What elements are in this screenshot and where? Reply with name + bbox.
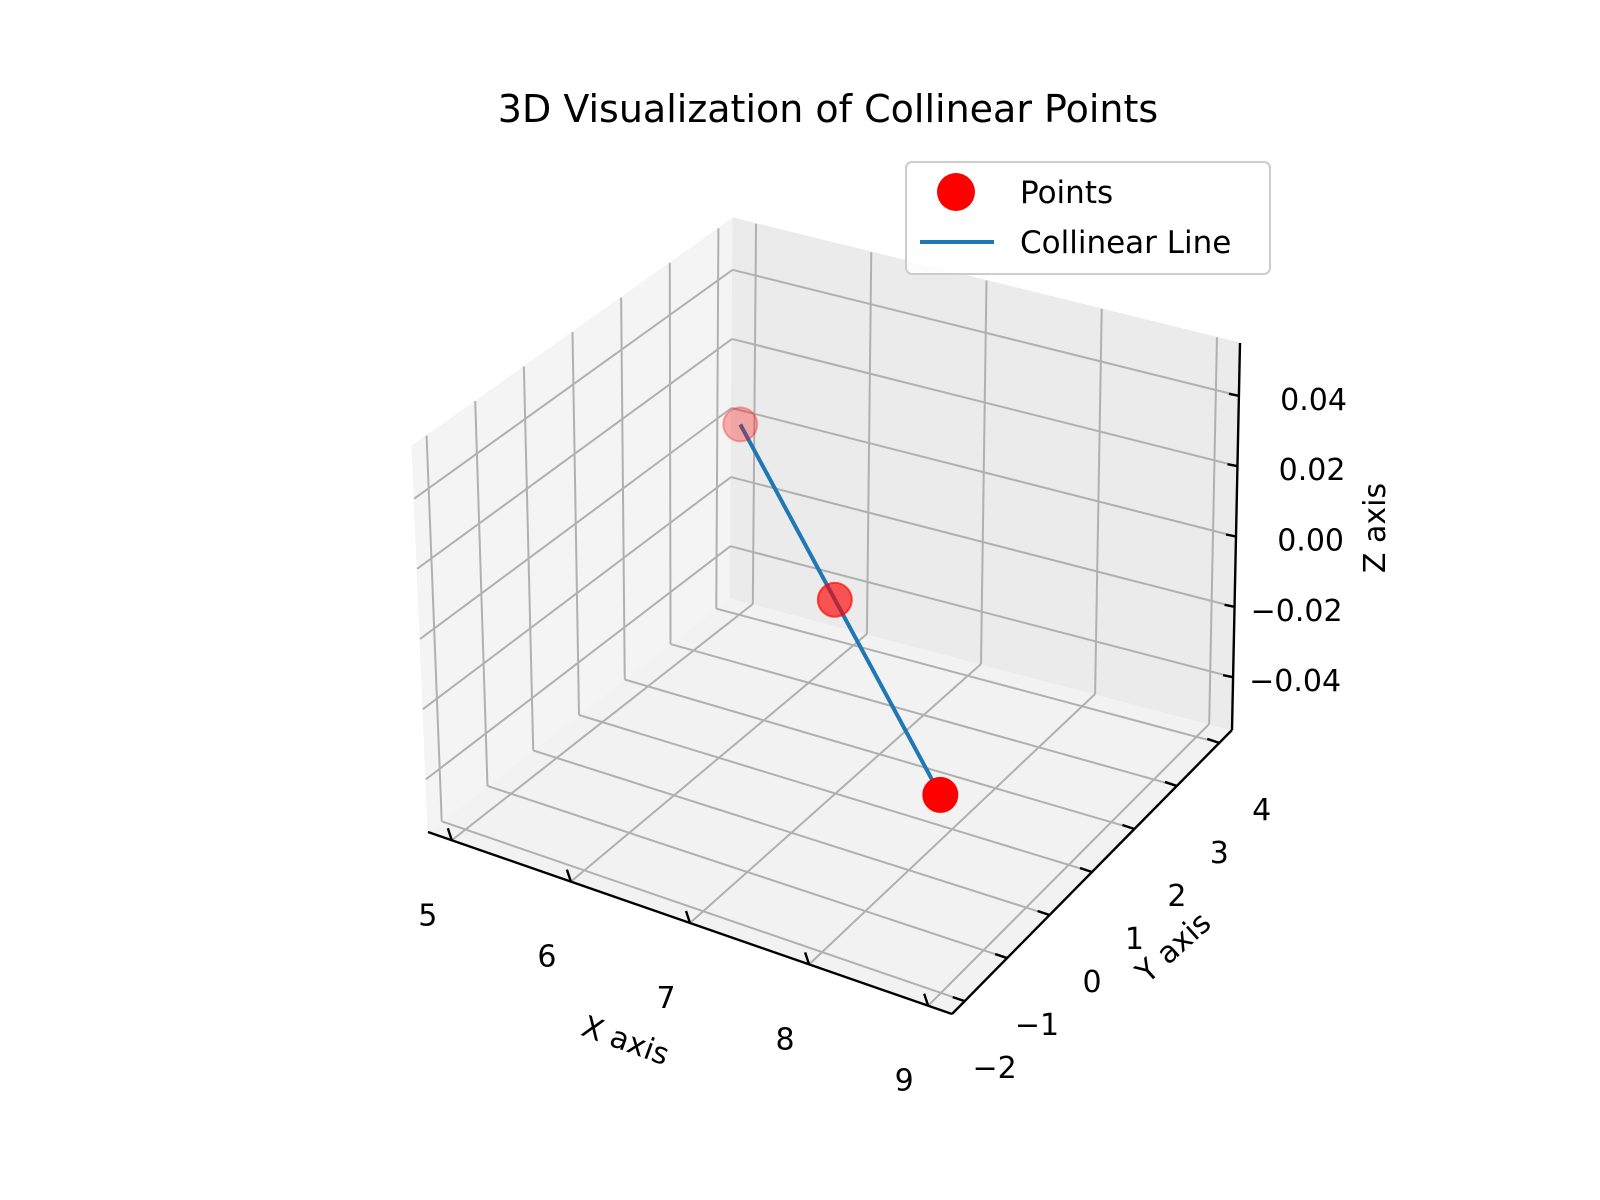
y-tick	[1206, 737, 1220, 745]
y-tick-label: 1	[1125, 922, 1144, 957]
x-tick	[684, 910, 692, 924]
y-tick	[994, 952, 1008, 960]
y-tick	[1079, 866, 1093, 874]
data-point	[722, 406, 759, 443]
grid-line-z-backwall	[731, 337, 1238, 468]
grid-group	[413, 223, 1240, 1007]
grid-line-y-floor	[441, 820, 966, 1003]
legend: Points Collinear Line	[905, 161, 1271, 275]
grid-line-z-backwall	[730, 545, 1234, 679]
x-tick-label: 9	[895, 1064, 914, 1099]
x-axis-label: X axis	[577, 1009, 674, 1073]
grid-line-z-leftwall	[419, 407, 733, 640]
x-tick	[446, 827, 453, 841]
x-tick-label: 8	[776, 1022, 795, 1057]
grid-line-y-floor	[624, 678, 1135, 830]
legend-label-line: Collinear Line	[1020, 225, 1231, 261]
grid-line-z-leftwall	[413, 269, 734, 500]
grid-line-z-leftwall	[425, 545, 732, 781]
z-tick-label: 0.02	[1279, 453, 1346, 488]
legend-marker-points	[937, 173, 975, 211]
z-tick-label: −0.04	[1249, 664, 1341, 699]
grid-line-z-leftwall	[422, 476, 732, 710]
grid-line-z-backwall	[732, 268, 1240, 397]
z-tick-label: 0.04	[1280, 383, 1347, 418]
y-tick	[1122, 823, 1135, 831]
legend-label-points: Points	[1020, 175, 1113, 211]
z-tick	[1228, 392, 1240, 397]
data-group	[722, 406, 959, 813]
grid-line-y-floor	[670, 643, 1178, 787]
z-tick	[1222, 674, 1234, 679]
data-point	[922, 776, 959, 813]
z-tick	[1225, 533, 1237, 538]
grid-line-z-backwall	[730, 476, 1235, 608]
grid-line-z-backwall	[731, 407, 1237, 538]
grid-line-z-leftwall	[416, 338, 733, 570]
x-tick-label: 6	[537, 940, 556, 975]
y-tick-label: 3	[1210, 836, 1229, 871]
z-tick-label: −0.02	[1251, 594, 1343, 629]
z-axis-label: Z axis	[1358, 483, 1393, 573]
z-tick-label: 0.00	[1277, 524, 1344, 559]
grid-line-y-floor	[716, 607, 1220, 744]
grid-line-y-floor	[532, 749, 1050, 916]
grid-line-y-floor	[487, 784, 1008, 960]
y-tick	[952, 995, 966, 1003]
y-tick-label: 0	[1082, 965, 1101, 1000]
x-tick	[565, 869, 573, 883]
y-tick-label: −2	[972, 1051, 1016, 1086]
legend-frame	[905, 161, 1271, 275]
grid-line-y-floor	[578, 714, 1093, 873]
pane-group	[411, 217, 1241, 1015]
x-tick	[923, 993, 930, 1007]
x-tick	[803, 951, 811, 965]
x-tick-label: 7	[656, 981, 675, 1016]
y-tick-label: 2	[1167, 879, 1186, 914]
x-tick-label: 5	[418, 898, 437, 933]
y-tick-label: 4	[1252, 793, 1271, 828]
y-tick-label: −1	[1015, 1008, 1059, 1043]
chart-title: 3D Visualization of Collinear Points	[498, 87, 1158, 131]
y-tick	[1164, 780, 1178, 788]
z-tick	[1227, 462, 1238, 468]
y-tick	[1037, 909, 1050, 917]
data-point	[816, 581, 853, 618]
z-tick	[1224, 603, 1235, 609]
